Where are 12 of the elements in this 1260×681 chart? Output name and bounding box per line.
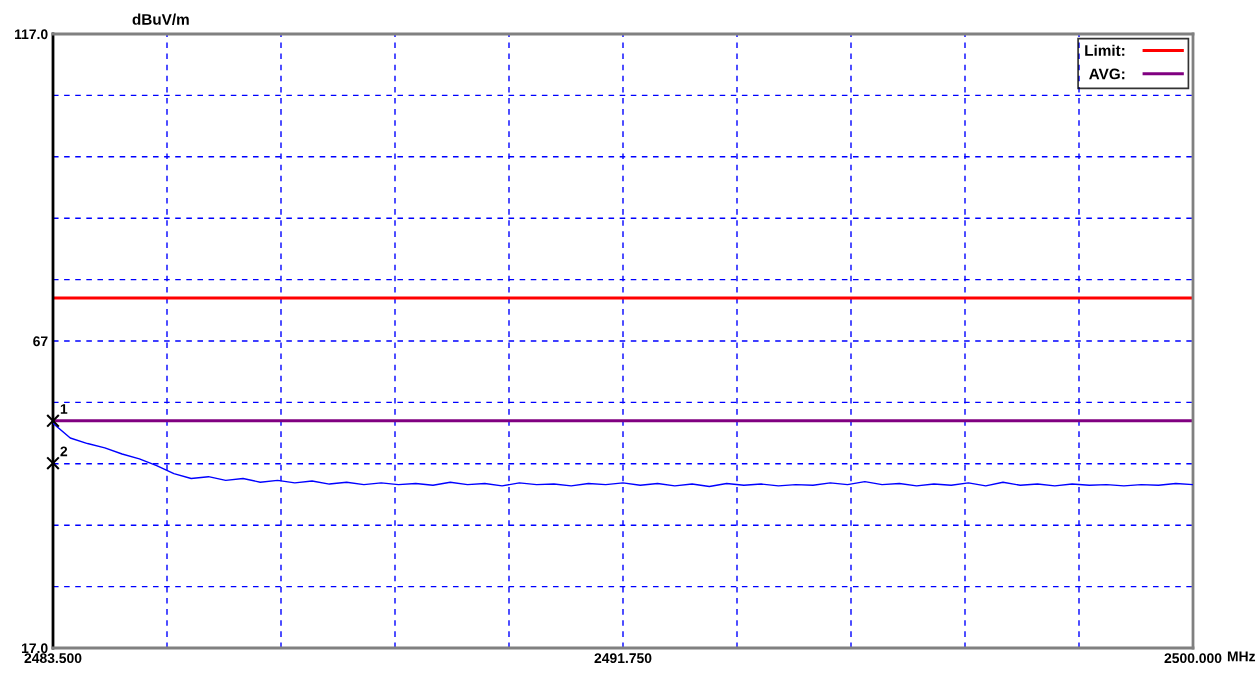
legend-label: Limit: <box>1085 44 1125 56</box>
y-tick-label: 117.0 <box>15 29 48 40</box>
x-tick-label: 2483.500 <box>24 653 82 664</box>
x-tick-label: 2500.000 <box>1164 653 1222 664</box>
annotation: 2 <box>60 446 68 457</box>
y-axis-title: dBuV/m <box>132 13 189 25</box>
annotation: 1 <box>60 404 68 414</box>
x-axis-title: MHz <box>1227 651 1256 662</box>
legend-label: AVG: <box>1089 68 1125 80</box>
y-tick-label: 67 <box>33 336 48 347</box>
x-tick-label: 2491.750 <box>594 653 652 664</box>
y-tick-label: 17.0 <box>21 643 48 654</box>
